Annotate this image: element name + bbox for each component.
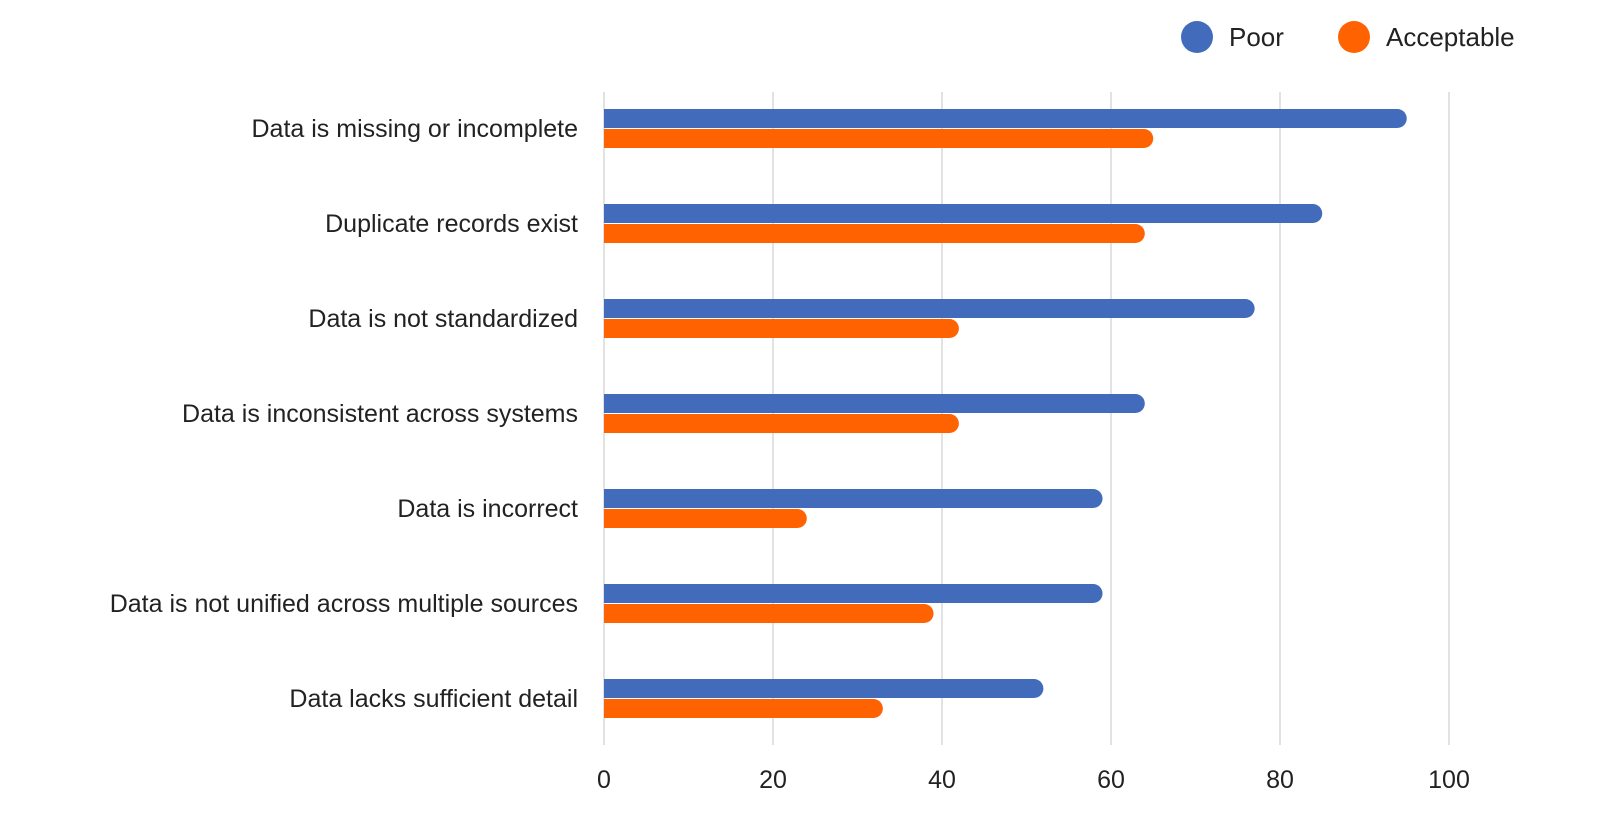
- category-label: Data is not standardized: [308, 305, 578, 333]
- category-label: Data is incorrect: [397, 495, 578, 523]
- bar-poor: [604, 299, 1255, 318]
- x-tick-label: 20: [759, 766, 787, 794]
- x-tick-label: 60: [1097, 766, 1125, 794]
- legend-marker-poor: [1181, 21, 1213, 53]
- bar-acceptable: [604, 319, 959, 338]
- bar-acceptable: [604, 129, 1154, 148]
- bar-acceptable: [604, 414, 959, 433]
- x-tick-label: 40: [928, 766, 956, 794]
- legend-label: Poor: [1229, 22, 1284, 52]
- category-label: Duplicate records exist: [325, 210, 578, 238]
- bar-poor: [604, 489, 1103, 508]
- bar-acceptable: [604, 509, 807, 528]
- x-tick-label: 0: [597, 766, 611, 794]
- x-tick-label: 80: [1266, 766, 1294, 794]
- bar-poor: [604, 394, 1145, 414]
- bar-acceptable: [604, 224, 1145, 243]
- bar-poor: [604, 679, 1044, 698]
- category-label: Data is not unified across multiple sour…: [110, 590, 578, 618]
- category-label: Data is missing or incomplete: [251, 115, 578, 143]
- legend: Poor Acceptable: [1181, 21, 1515, 53]
- category-labels: Data is missing or incomplete Duplicate r…: [110, 115, 578, 713]
- category-label: Data lacks sufficient detail: [289, 685, 578, 713]
- bar-poor: [604, 584, 1103, 603]
- bar-acceptable: [604, 604, 934, 623]
- bars: [604, 109, 1407, 718]
- x-tick-label: 100: [1428, 766, 1470, 794]
- category-label: Data is inconsistent across systems: [182, 400, 578, 428]
- legend-label: Acceptable: [1386, 22, 1515, 52]
- bar-poor: [604, 109, 1407, 128]
- bar-poor: [604, 204, 1323, 223]
- bar-acceptable: [604, 699, 883, 718]
- legend-marker-acceptable: [1338, 21, 1370, 53]
- x-tick-labels: 0 20 40 60 80 100: [597, 766, 1470, 794]
